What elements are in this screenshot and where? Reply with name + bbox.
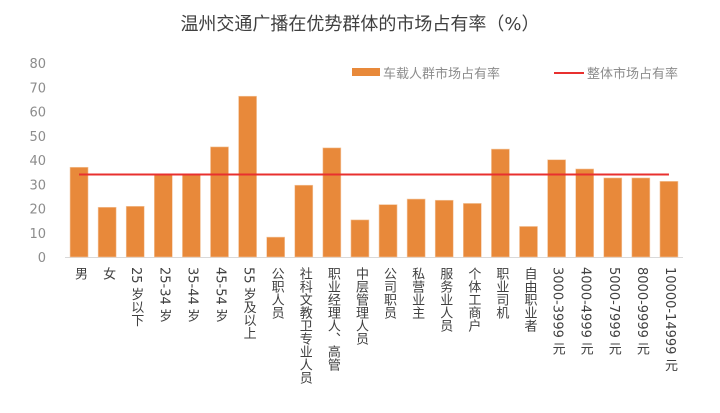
y-tick-label: 20 xyxy=(29,203,46,218)
x-tick-label: 私营业主 xyxy=(409,267,425,319)
y-tick-label: 60 xyxy=(29,106,46,121)
x-tick-label: 25 岁以下 xyxy=(128,267,144,327)
legend: 车载人群市场占有率 整体市场占有率 xyxy=(352,66,678,82)
legend-label-bar: 车载人群市场占有率 xyxy=(383,66,500,82)
x-tick-label: 职业经理人、高管 xyxy=(324,267,340,371)
bar-series xyxy=(69,95,679,258)
x-tick-label: 女 xyxy=(100,267,116,280)
y-tick-label: 80 xyxy=(29,57,46,72)
x-tick-label: 公司职员 xyxy=(381,267,397,319)
bar xyxy=(154,174,173,258)
bar xyxy=(378,204,398,258)
y-axis-ticks: 0 10 20 30 40 50 60 70 80 xyxy=(29,57,46,266)
y-tick-label: 70 xyxy=(29,81,46,96)
bar xyxy=(547,159,566,258)
x-tick-label: 4000-4999 元 xyxy=(577,267,593,355)
x-tick-label: 8000-9999 元 xyxy=(633,267,649,355)
bar xyxy=(519,226,538,258)
bar xyxy=(631,177,651,258)
y-tick-label: 0 xyxy=(38,251,46,266)
bar xyxy=(603,177,623,258)
bar xyxy=(350,219,370,258)
bar xyxy=(97,206,117,258)
bar xyxy=(406,198,426,258)
x-tick-label: 公职人员 xyxy=(268,267,284,319)
x-tick-label: 35-44 岁 xyxy=(184,267,200,322)
y-tick-label: 50 xyxy=(29,130,46,145)
bar xyxy=(659,181,679,258)
bar xyxy=(575,168,594,258)
bar xyxy=(266,236,285,258)
x-tick-label: 服务业人员 xyxy=(437,267,453,332)
x-tick-label: 中层管理人员 xyxy=(352,267,368,345)
bar xyxy=(238,95,257,258)
bar xyxy=(69,166,89,258)
chart-title: 温州交通广播在优势群体的市场占有率（%） xyxy=(180,14,540,35)
bar xyxy=(210,146,229,258)
bar xyxy=(294,184,314,258)
x-tick-label: 3000-3999 元 xyxy=(549,267,565,355)
x-tick-label: 55 岁及以上 xyxy=(240,267,256,340)
x-tick-label: 社科文教卫专业人员 xyxy=(296,267,312,384)
x-tick-label: 45-54 岁 xyxy=(212,267,228,322)
bar xyxy=(491,148,510,258)
x-tick-label: 个体工商户 xyxy=(465,267,481,332)
x-tick-label: 25-34 岁 xyxy=(156,267,172,322)
x-tick-label: 10000-14999 元 xyxy=(661,267,677,372)
x-tick-label: 5000-7999 元 xyxy=(605,267,621,355)
legend-label-line: 整体市场占有率 xyxy=(587,66,678,82)
y-tick-label: 40 xyxy=(29,154,46,169)
y-tick-label: 10 xyxy=(29,227,46,242)
bar xyxy=(434,199,454,258)
bar xyxy=(322,147,342,258)
x-tick-label: 男 xyxy=(72,267,88,280)
bar xyxy=(125,206,145,258)
x-tick-label: 职业司机 xyxy=(493,267,509,319)
bar xyxy=(182,174,201,258)
y-tick-label: 30 xyxy=(29,178,46,193)
legend-swatch-bar xyxy=(352,68,380,76)
bar xyxy=(463,203,482,258)
x-tick-label: 自由职业者 xyxy=(521,267,537,332)
